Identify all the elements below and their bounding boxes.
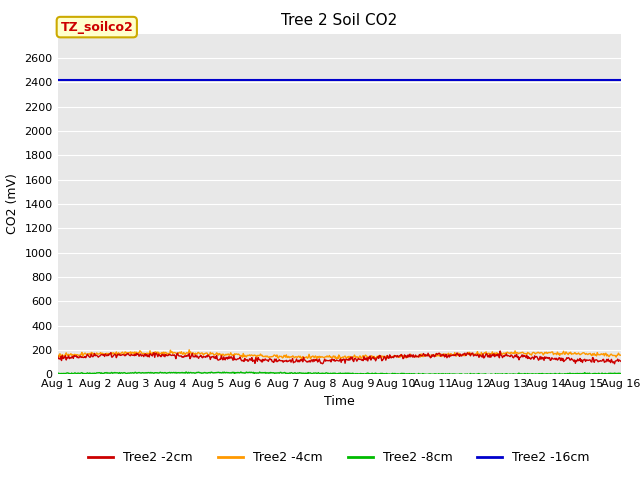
Legend: Tree2 -2cm, Tree2 -4cm, Tree2 -8cm, Tree2 -16cm: Tree2 -2cm, Tree2 -4cm, Tree2 -8cm, Tree… — [83, 446, 595, 469]
X-axis label: Time: Time — [324, 395, 355, 408]
Y-axis label: CO2 (mV): CO2 (mV) — [6, 174, 19, 234]
Text: TZ_soilco2: TZ_soilco2 — [60, 21, 133, 34]
Title: Tree 2 Soil CO2: Tree 2 Soil CO2 — [281, 13, 397, 28]
